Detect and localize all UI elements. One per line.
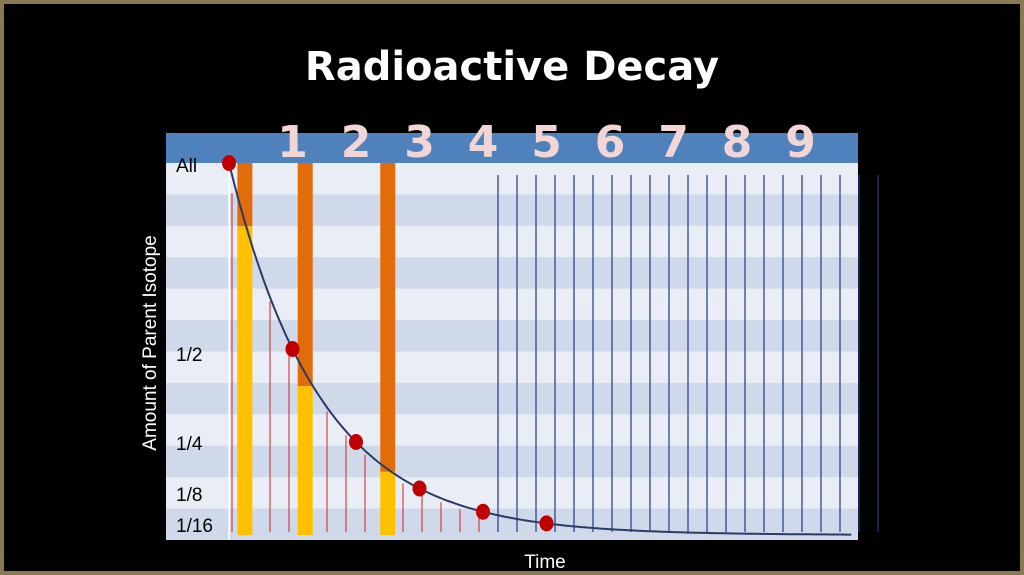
y-tick-labels: All 1/2 1/4 1/8 1/16: [176, 156, 213, 537]
bar-parent-3: [380, 471, 396, 535]
plot-band: [166, 351, 858, 383]
plot-band: [166, 288, 858, 321]
plot-background: [166, 133, 858, 540]
plot-band: [166, 225, 858, 258]
x-axis-title: Time: [524, 552, 566, 573]
half-life-label-9: 9: [785, 117, 816, 168]
marker-2: [349, 434, 363, 450]
marker-4: [476, 503, 490, 520]
plot-band: [166, 163, 858, 195]
plot-band: [166, 414, 858, 446]
marker-1: [285, 341, 300, 357]
plot-band: [166, 477, 858, 509]
plot-band: [166, 257, 858, 289]
y-tick-label: 1/16: [176, 516, 213, 537]
bar-daughter-2: [297, 163, 313, 387]
marker-5: [539, 515, 554, 532]
marker-0: [222, 155, 236, 171]
half-life-label-5: 5: [531, 117, 562, 168]
slide-title: Radioactive Decay: [304, 44, 720, 90]
half-life-label-4: 4: [468, 117, 499, 168]
stacked-bars: [237, 163, 396, 536]
half-life-markers: [222, 155, 554, 532]
marker-3: [412, 480, 427, 497]
y-tick-label: 1/4: [176, 434, 203, 455]
bar-parent-2: [297, 386, 313, 535]
y-tick-label: All: [176, 156, 197, 177]
half-life-label-2: 2: [341, 117, 372, 168]
header-band: [166, 133, 858, 163]
plot-band: [166, 508, 858, 540]
half-life-label-8: 8: [722, 117, 753, 168]
plot-band: [166, 445, 858, 478]
half-life-label-3: 3: [404, 117, 435, 168]
bar-daughter-1: [237, 163, 253, 227]
plot-band: [166, 382, 858, 415]
plot-band: [166, 194, 858, 226]
half-life-label-6: 6: [595, 117, 626, 168]
y-tick-label: 1/2: [176, 345, 202, 366]
half-life-label-7: 7: [658, 117, 689, 168]
y-tick-label: 1/8: [176, 485, 202, 506]
bar-parent-1: [237, 226, 253, 536]
header-bar: [166, 133, 858, 163]
bar-daughter-3: [380, 163, 396, 472]
half-life-label-1: 1: [277, 117, 308, 168]
y-axis-title: Amount of Parent Isotope: [140, 235, 161, 450]
